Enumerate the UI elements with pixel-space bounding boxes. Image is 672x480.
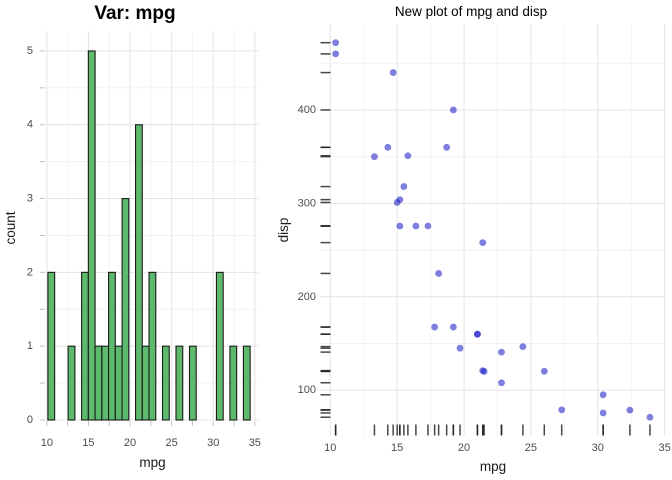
scatter-point <box>599 409 607 417</box>
scatter-point <box>435 270 443 277</box>
scatter-point <box>384 143 392 151</box>
histogram-bar <box>101 345 110 421</box>
histogram-title: Var: mpg <box>94 3 176 24</box>
scatter-y-tick-label: 400 <box>298 104 316 116</box>
hist-x-tick-label: 25 <box>166 437 178 449</box>
scatter-x-tick-label: 15 <box>391 442 403 454</box>
histogram-x-axis-title: mpg <box>139 455 166 470</box>
scatter-point <box>404 152 412 160</box>
scatter-point <box>332 39 340 47</box>
scatter-point <box>474 330 481 338</box>
hist-y-tick-label: 1 <box>27 340 33 352</box>
scatter-title: New plot of mpg and disp <box>394 4 548 19</box>
hist-x-tick-label: 20 <box>124 437 136 449</box>
histogram-bar <box>81 271 89 421</box>
scatter-point <box>431 323 439 331</box>
scatter-point <box>449 106 457 114</box>
scatter-y-tick-label: 200 <box>298 291 316 303</box>
scatter-point <box>389 69 397 76</box>
histogram-bar <box>175 345 184 421</box>
scatter-point <box>449 323 457 331</box>
scatter-x-tick-label: 35 <box>659 442 671 454</box>
hist-y-tick-label: 0 <box>27 414 33 426</box>
scatter-y-tick-label: 100 <box>298 384 316 396</box>
hist-x-tick-label: 30 <box>207 437 219 449</box>
scatter-point <box>646 413 654 421</box>
scatter-x-tick-label: 25 <box>525 442 537 454</box>
scatter-point <box>424 222 432 230</box>
scatter-point <box>332 50 340 58</box>
scatter-point <box>479 239 487 247</box>
histogram-bar <box>141 345 150 421</box>
histogram-bar <box>229 345 238 421</box>
hist-y-tick-label: 2 <box>27 266 33 278</box>
scatter-point <box>540 367 548 375</box>
scatter-point <box>400 183 408 190</box>
scatter-point <box>396 222 404 230</box>
scatter-point <box>412 222 420 230</box>
scatter-point <box>599 391 607 399</box>
hist-y-tick-label: 3 <box>27 193 33 205</box>
scatter-point <box>498 379 505 387</box>
scatter-point <box>498 348 505 356</box>
hist-y-tick-label: 5 <box>27 45 33 57</box>
scatter-x-axis-title: mpg <box>479 459 507 474</box>
histogram-bar <box>242 345 251 421</box>
histogram-bar <box>67 345 76 421</box>
scatter-x-tick-label: 30 <box>592 442 604 454</box>
histogram-bar <box>87 50 96 421</box>
scatter-point <box>371 153 378 161</box>
scatter-point <box>519 343 527 350</box>
scatter-point <box>558 406 566 414</box>
histogram-bar <box>215 271 224 421</box>
hist-x-tick-label: 35 <box>249 437 261 449</box>
histogram-bar <box>94 345 103 421</box>
histogram-bar <box>148 271 157 421</box>
scatter-point <box>626 406 634 414</box>
scatter-x-tick-label: 20 <box>458 442 470 454</box>
histogram-bar <box>108 271 116 421</box>
histogram-bar <box>114 345 123 421</box>
histogram-bar <box>134 124 143 421</box>
hist-x-tick-label: 10 <box>41 437 53 449</box>
hist-y-tick-label: 4 <box>27 119 33 131</box>
scatter-point <box>393 199 401 206</box>
scatter-y-axis-title: disp <box>276 217 291 243</box>
scatter-point <box>443 143 451 151</box>
histogram-bar <box>121 198 130 421</box>
scatter-y-tick-label: 300 <box>298 197 316 209</box>
histogram-bar <box>161 345 170 421</box>
scatter-point <box>479 367 487 375</box>
scatter-x-tick-label: 10 <box>324 442 336 454</box>
histogram-y-axis-title: count <box>3 211 18 245</box>
histogram-bar <box>188 345 197 421</box>
hist-x-tick-label: 15 <box>82 437 94 449</box>
scatter-point <box>456 344 464 352</box>
histogram-bar <box>47 271 56 421</box>
